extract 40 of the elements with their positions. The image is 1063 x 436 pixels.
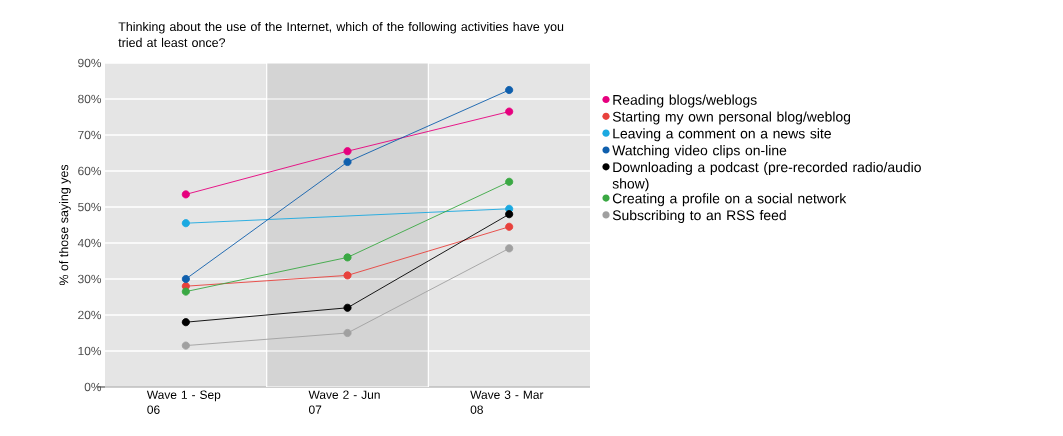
legend-label: Creating a profile on a social network bbox=[612, 193, 847, 207]
point bbox=[181, 287, 190, 296]
legend-label: Leaving a comment on a news site bbox=[613, 128, 831, 142]
y-tick-label: 40% bbox=[77, 238, 102, 248]
point bbox=[181, 341, 190, 350]
point bbox=[505, 85, 514, 95]
point bbox=[343, 328, 352, 338]
y-tick-label: 90% bbox=[78, 58, 102, 68]
point bbox=[343, 303, 352, 312]
x-tick-label: Wave 2 - Jun 07 bbox=[308, 390, 380, 414]
point bbox=[343, 147, 352, 156]
point bbox=[505, 177, 514, 186]
legend-label: Starting my own personal blog/weblog bbox=[612, 111, 851, 125]
legend-label: Subscribing to an RSS feed bbox=[612, 210, 786, 223]
y-tick-label: 30% bbox=[78, 274, 102, 284]
point bbox=[505, 244, 514, 253]
x-tick-label: Wave 1 - Sep 06 bbox=[146, 390, 221, 414]
chart-title: Thinking about the use of the Internet, which of the following activities have you tried at least once? bbox=[118, 21, 564, 48]
y-axis-title: % of those saying yes bbox=[59, 164, 71, 286]
y-tick-label: 10% bbox=[78, 346, 102, 356]
point bbox=[505, 210, 514, 219]
x-tick-label: Wave 3 - Mar 08 bbox=[470, 390, 544, 414]
y-tick-label: 50% bbox=[78, 202, 102, 212]
y-tick-label: 20% bbox=[78, 310, 102, 320]
point bbox=[505, 107, 514, 116]
legend-label: Reading blogs/weblogs bbox=[613, 94, 757, 108]
legend-label: Watching video clips on-line bbox=[612, 145, 787, 159]
point bbox=[181, 219, 190, 228]
legend-label: Downloading a podcast (pre-recorded radio/audio show) bbox=[612, 161, 921, 192]
point bbox=[343, 253, 352, 262]
point bbox=[181, 190, 190, 199]
y-tick-label: 60% bbox=[78, 166, 102, 176]
point bbox=[181, 318, 190, 327]
y-tick-label: 80% bbox=[78, 94, 102, 104]
point bbox=[343, 271, 352, 280]
point bbox=[505, 222, 514, 231]
point bbox=[181, 274, 190, 284]
point bbox=[343, 157, 352, 167]
y-tick-label: 0% bbox=[84, 382, 102, 392]
y-tick-label: 70% bbox=[78, 130, 102, 140]
